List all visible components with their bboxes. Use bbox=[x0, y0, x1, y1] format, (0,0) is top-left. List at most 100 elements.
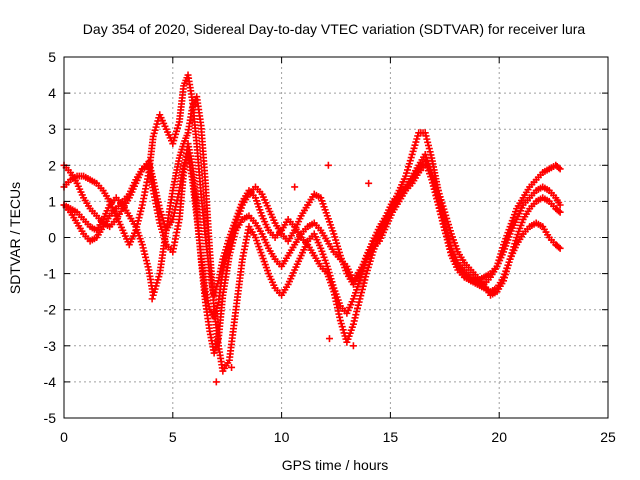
track-d-point bbox=[446, 245, 454, 253]
y-tick-label: -4 bbox=[44, 374, 57, 390]
track-d-point bbox=[429, 182, 437, 190]
track-b-point bbox=[555, 207, 563, 215]
track-d-point bbox=[438, 217, 446, 225]
track-d-point bbox=[430, 185, 438, 193]
y-tick-label: 2 bbox=[48, 157, 56, 173]
track-b-point bbox=[353, 304, 361, 312]
track-d-point bbox=[219, 266, 227, 274]
x-tick-label: 25 bbox=[600, 429, 616, 445]
track-b-point bbox=[425, 145, 433, 153]
track-d-point bbox=[434, 201, 442, 209]
track-c-point bbox=[140, 247, 148, 255]
track-b-point bbox=[356, 295, 364, 303]
x-tick-label: 10 bbox=[274, 429, 290, 445]
track-b-point bbox=[362, 273, 370, 281]
data-markers bbox=[60, 71, 564, 386]
track-c-point bbox=[138, 241, 146, 249]
track-d-point bbox=[429, 179, 437, 187]
track-d-point bbox=[437, 210, 445, 218]
track-d-point bbox=[428, 176, 436, 184]
chart-title: Day 354 of 2020, Sidereal Day-to-day VTE… bbox=[83, 21, 586, 37]
track-b-point bbox=[423, 135, 431, 143]
track-d-point bbox=[433, 195, 441, 203]
axis-ticks: 0 5 10 15 20 25 -5 -4 -3 -2 -1 0 1 2 3 4 5 bbox=[44, 49, 616, 445]
track-d-point bbox=[439, 220, 447, 228]
track-d-point bbox=[433, 198, 441, 206]
track-b-point bbox=[424, 138, 432, 146]
outlier-point bbox=[325, 335, 333, 343]
x-tick-label: 5 bbox=[169, 429, 177, 445]
track-a-point bbox=[555, 164, 563, 172]
track-d-point bbox=[223, 250, 231, 258]
track-b-point bbox=[135, 214, 143, 222]
track-b-point bbox=[361, 276, 369, 284]
track-d-point bbox=[435, 204, 443, 212]
track-d-point bbox=[442, 229, 450, 237]
track-c-point bbox=[141, 250, 149, 258]
track-b-point bbox=[350, 317, 358, 325]
track-b-point bbox=[352, 311, 360, 319]
track-d-point bbox=[556, 201, 564, 209]
track-d-point bbox=[442, 233, 450, 241]
track-c-point bbox=[144, 263, 152, 271]
x-tick-label: 20 bbox=[491, 429, 507, 445]
track-a-point bbox=[556, 165, 564, 173]
track-b-point bbox=[136, 210, 144, 218]
track-b-point bbox=[138, 204, 146, 212]
track-c-point bbox=[555, 243, 563, 251]
track-b-point bbox=[421, 129, 429, 137]
y-tick-label: 5 bbox=[48, 49, 56, 65]
track-d-point bbox=[441, 226, 449, 234]
track-d-point bbox=[436, 207, 444, 215]
outlier-point bbox=[228, 363, 236, 371]
track-c-point bbox=[139, 244, 147, 252]
track-d-point bbox=[431, 188, 439, 196]
outlier-point bbox=[212, 378, 220, 386]
outlier-point bbox=[148, 295, 156, 303]
track-b-point bbox=[556, 208, 564, 216]
track-b-point bbox=[422, 132, 430, 140]
y-tick-label: -1 bbox=[44, 266, 57, 282]
x-tick-label: 15 bbox=[383, 429, 399, 445]
track-d-point bbox=[220, 263, 228, 271]
track-b-point bbox=[354, 301, 362, 309]
track-c-point bbox=[142, 253, 150, 261]
track-b-point bbox=[137, 207, 145, 215]
track-d-point bbox=[221, 257, 229, 265]
track-d-point bbox=[224, 247, 232, 255]
y-tick-label: 4 bbox=[48, 85, 56, 101]
outlier-point bbox=[349, 342, 357, 350]
x-tick-label: 0 bbox=[60, 429, 68, 445]
outlier-point bbox=[365, 179, 373, 187]
track-c-point bbox=[143, 260, 151, 268]
track-b-point bbox=[353, 308, 361, 316]
track-d-point bbox=[438, 214, 446, 222]
outlier-point bbox=[304, 201, 312, 209]
y-tick-label: 1 bbox=[48, 193, 56, 209]
y-tick-label: 3 bbox=[48, 121, 56, 137]
track-b-point bbox=[358, 289, 366, 297]
track-d-point bbox=[447, 248, 455, 256]
track-b-point bbox=[355, 298, 363, 306]
track-d-point bbox=[222, 253, 230, 261]
track-d-point bbox=[225, 244, 233, 252]
track-d-point bbox=[444, 239, 452, 247]
track-d-point bbox=[220, 260, 228, 268]
track-d-point bbox=[432, 192, 440, 200]
outlier-point bbox=[291, 183, 299, 191]
y-tick-label: -5 bbox=[44, 410, 57, 426]
y-tick-label: 0 bbox=[48, 230, 56, 246]
track-b-point bbox=[351, 314, 359, 322]
y-axis-label: SDTVAR / TECUs bbox=[7, 182, 23, 294]
x-axis-label: GPS time / hours bbox=[282, 457, 389, 473]
y-tick-label: -3 bbox=[44, 338, 57, 354]
track-c-point bbox=[556, 244, 564, 252]
track-b-point bbox=[426, 148, 434, 156]
track-d-point bbox=[440, 223, 448, 231]
y-tick-label: -2 bbox=[44, 302, 57, 318]
track-d-point bbox=[443, 236, 451, 244]
outlier-point bbox=[324, 161, 332, 169]
track-b-point bbox=[357, 292, 365, 300]
track-b-point bbox=[424, 141, 432, 149]
